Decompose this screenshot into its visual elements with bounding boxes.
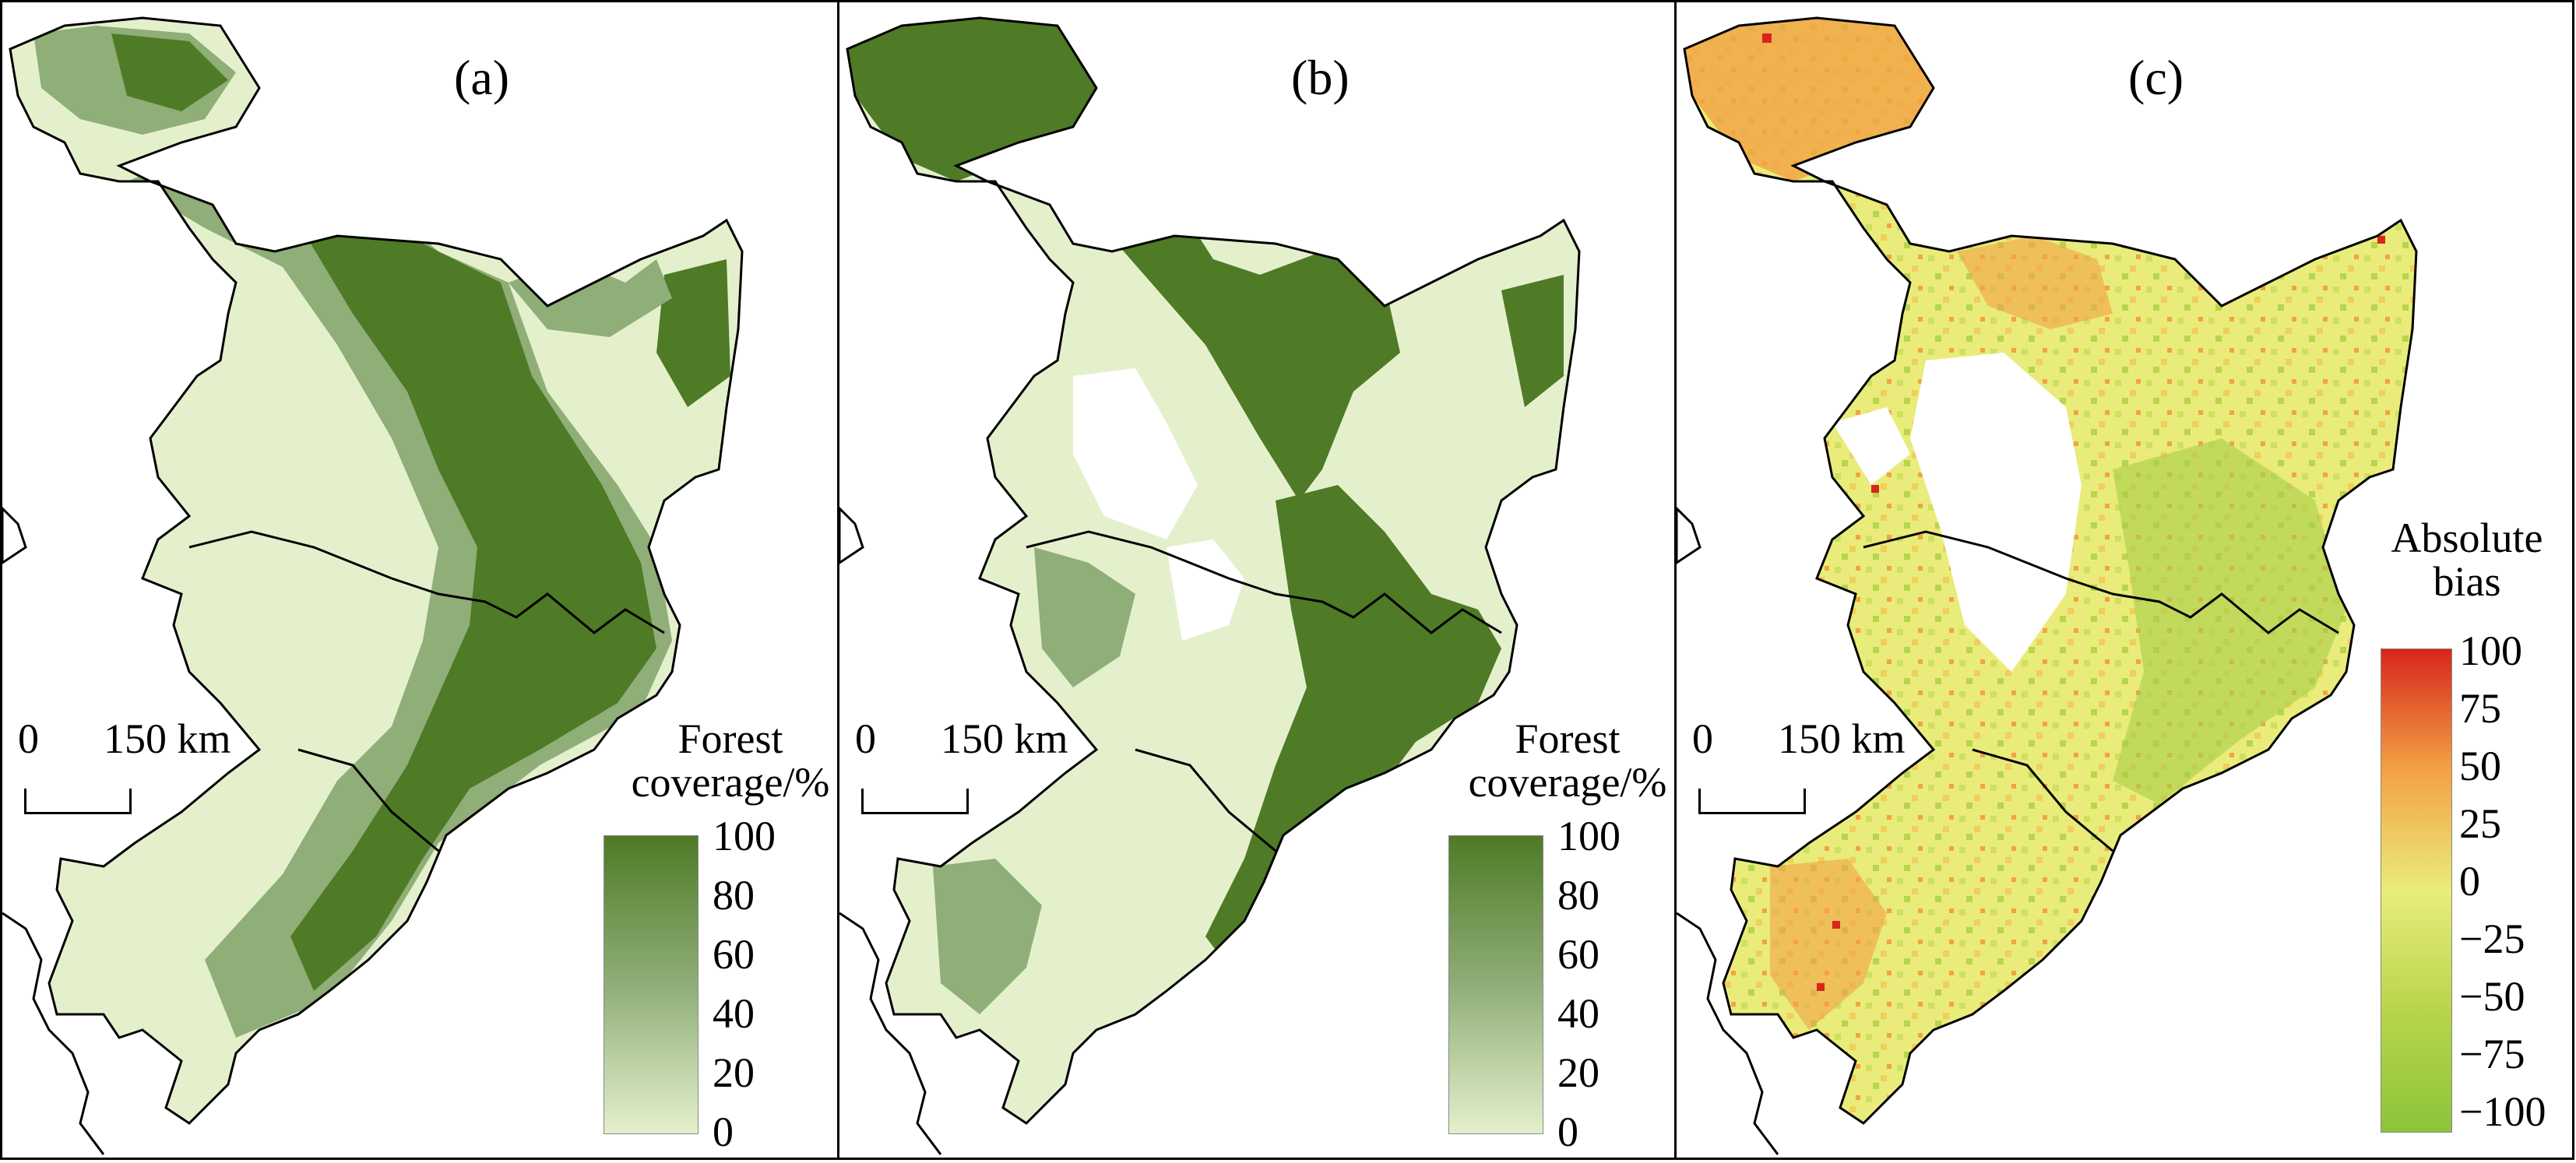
legend-title-line1: Absolute: [2391, 515, 2543, 561]
legend-tick-label: 80: [713, 872, 755, 919]
scale-bar-line: [861, 789, 969, 814]
legend-tick-label: −50: [2459, 973, 2525, 1020]
scale-zero: 0: [1692, 715, 1713, 762]
legend-title-line1: Forest: [1515, 715, 1621, 762]
legend-title-c: Absolute bias: [2362, 516, 2572, 603]
legend-tick-label: −100: [2459, 1088, 2546, 1135]
panel-b: (b) 0 150 km Forest coverage/% 100 80 60 40…: [837, 0, 1677, 1160]
legend-tick-label: 75: [2459, 685, 2501, 732]
scale-zero: 0: [18, 715, 39, 762]
scale-bar-line: [1698, 789, 1806, 814]
map-c: [1677, 16, 2418, 1155]
legend-colorbar-c: [2381, 648, 2452, 1133]
panel-label-b: (b): [1291, 50, 1350, 105]
panel-a: (a) 0 150 km Forest coverage/% 100 80 60 40…: [0, 0, 839, 1160]
map-b: [839, 16, 1581, 1155]
legend-tick-label: 20: [1557, 1049, 1599, 1096]
legend-tick-label: 80: [1557, 872, 1599, 919]
scale-distance: 150 km: [941, 715, 1068, 762]
legend-tick-label: −75: [2459, 1031, 2525, 1077]
legend-tick-label: 100: [2459, 627, 2522, 674]
legend-tick-label: 60: [713, 931, 755, 978]
legend-title-line1: Forest: [677, 715, 783, 762]
legend-title-a: Forest coverage/%: [625, 717, 836, 804]
legend-tick-label: 100: [1557, 813, 1621, 859]
legend-tick-label: 0: [2459, 858, 2480, 905]
legend-tick-label: 0: [713, 1109, 734, 1155]
scale-distance: 150 km: [104, 715, 231, 762]
legend-tick-label: 60: [1557, 931, 1599, 978]
legend-tick-label: 50: [2459, 743, 2501, 789]
legend-title-line2: coverage/%: [1468, 759, 1667, 806]
scale-bar-line: [24, 789, 132, 814]
legend-colorbar-a: [604, 835, 699, 1134]
legend-tick-label: 25: [2459, 800, 2501, 847]
absolute-bias-c: [1684, 18, 2385, 1030]
panel-label-a: (a): [454, 50, 510, 105]
legend-tick-label: 100: [713, 813, 776, 859]
legend-title-line2: bias: [2433, 558, 2501, 605]
legend-tick-label: 40: [713, 990, 755, 1037]
forest-coverage-b: [847, 18, 1564, 1014]
legend-tick-label: 20: [713, 1049, 755, 1096]
legend-tick-label: 0: [1557, 1109, 1578, 1155]
legend-title-b: Forest coverage/%: [1462, 717, 1673, 804]
panel-c: (c) 0 150 km Absolute bias 100 75 50 25 0 −25…: [1674, 0, 2574, 1160]
scale-distance: 150 km: [1778, 715, 1906, 762]
legend-title-line2: coverage/%: [631, 759, 830, 806]
panel-label-c: (c): [2128, 50, 2184, 105]
legend-tick-label: 40: [1557, 990, 1599, 1037]
scale-zero: 0: [855, 715, 876, 762]
legend-tick-label: −25: [2459, 915, 2525, 962]
legend-colorbar-b: [1448, 835, 1543, 1134]
map-a: [2, 16, 744, 1155]
